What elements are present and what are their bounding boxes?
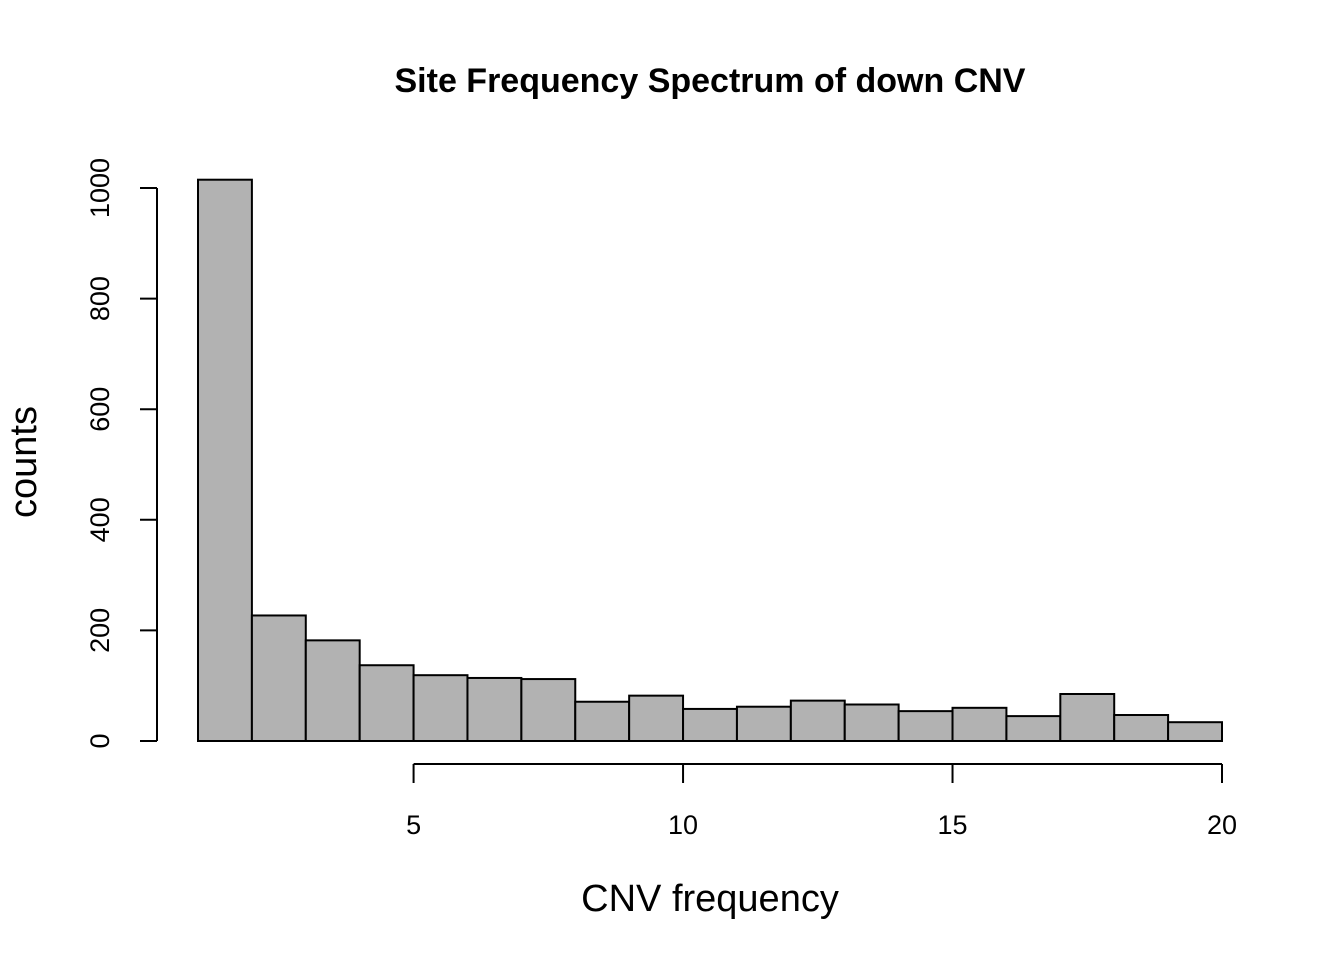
y-axis-label: counts xyxy=(3,406,45,518)
bar-4 xyxy=(358,664,415,743)
bar-13 xyxy=(843,703,900,743)
bar-9 xyxy=(628,694,685,742)
x-tick-label-10: 10 xyxy=(668,810,698,840)
y-tick-label-0: 0 xyxy=(85,733,115,748)
y-tick-label-800: 800 xyxy=(85,276,115,321)
bar-6 xyxy=(466,676,523,743)
y-tick-label-200: 200 xyxy=(85,608,115,653)
y-tick-label-1000: 1000 xyxy=(85,158,115,218)
x-tick-label-5: 5 xyxy=(406,810,421,840)
bar-17 xyxy=(1059,692,1116,742)
bar-10 xyxy=(682,707,738,743)
bar-11 xyxy=(735,705,792,742)
x-axis-label: CNV frequency xyxy=(581,878,839,920)
bar-14 xyxy=(897,710,954,742)
bar-3 xyxy=(304,639,361,742)
bar-12 xyxy=(789,699,846,742)
bar-2 xyxy=(250,614,307,742)
chart-title: Site Frequency Spectrum of down CNV xyxy=(395,62,1026,100)
y-tick-label-600: 600 xyxy=(85,387,115,432)
x-axis: 5 10 15 20 xyxy=(406,763,1237,840)
y-tick-label-400: 400 xyxy=(85,497,115,542)
bar-5 xyxy=(412,674,469,742)
bar-16 xyxy=(1005,715,1062,742)
x-tick-label-15: 15 xyxy=(938,810,968,840)
x-tick-label-20: 20 xyxy=(1207,810,1237,840)
bar-15 xyxy=(951,706,1008,743)
bar-7 xyxy=(520,678,577,743)
y-axis: 0 200 400 600 800 1000 xyxy=(85,158,158,749)
bar-19 xyxy=(1167,721,1223,742)
bar-8 xyxy=(574,700,631,742)
bar-18 xyxy=(1113,714,1170,742)
bars-group xyxy=(197,178,1223,743)
bar-1 xyxy=(197,178,253,742)
